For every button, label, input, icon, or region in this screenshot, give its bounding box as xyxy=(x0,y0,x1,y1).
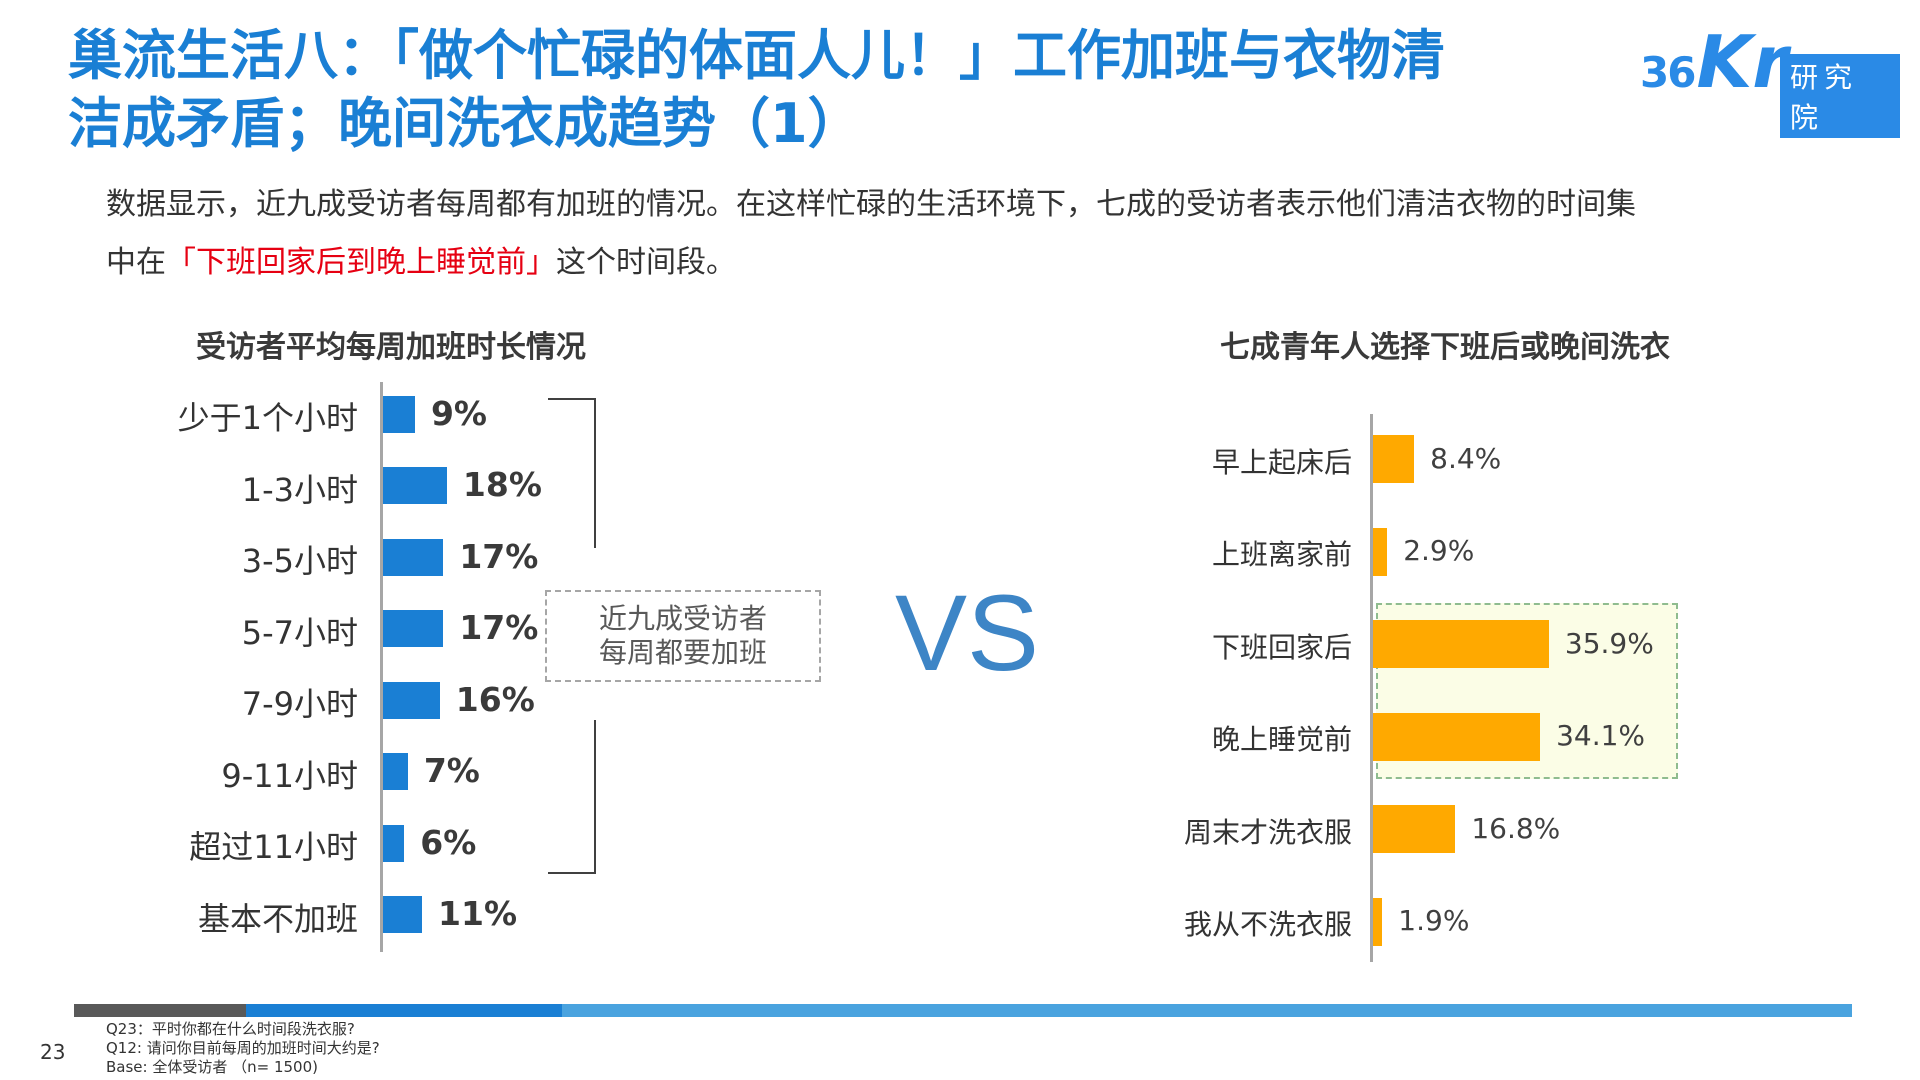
intro-highlight: 「下班回家后到晚上睡觉前」 xyxy=(166,245,556,280)
chart-axis xyxy=(1370,414,1373,962)
bar xyxy=(1373,527,1388,576)
callout-box: 近九成受访者 每周都要加班 xyxy=(545,590,821,682)
intro-line2-pre: 中在 xyxy=(106,245,166,280)
left-chart-title: 受访者平均每周加班时长情况 xyxy=(196,330,586,365)
bar xyxy=(383,395,415,433)
category-label: 我从不洗衣服 xyxy=(1183,908,1352,942)
category-label: 基本不加班 xyxy=(197,899,358,938)
logo-brand: Kr xyxy=(1696,20,1788,104)
category-label: 少于1个小时 xyxy=(177,399,358,438)
footer-bar-segment xyxy=(246,1004,562,1017)
intro-line2-post: 这个时间段。 xyxy=(556,245,736,280)
bar xyxy=(383,538,444,576)
category-label: 7-9小时 xyxy=(241,685,358,724)
logo-number: 36 xyxy=(1640,48,1696,97)
intro-line2: 中在「下班回家后到晚上睡觉前」这个时间段。 xyxy=(106,234,1806,292)
value-label: 1.9% xyxy=(1398,904,1470,938)
value-label: 8.4% xyxy=(1430,441,1502,475)
callout-line2: 每周都要加班 xyxy=(598,636,767,669)
value-label: 2.9% xyxy=(1403,534,1475,568)
footnote-q23: Q23：平时你都在什么时间段洗衣服? xyxy=(106,1020,355,1038)
bar xyxy=(1373,620,1549,668)
category-label: 1-3小时 xyxy=(241,470,358,509)
intro-line1: 数据显示，近九成受访者每周都有加班的情况。在这样忙碌的生活环境下，七成的受访者表… xyxy=(106,187,1636,222)
page-title-line1: 巢流生活八：「做个忙碌的体面人儿！」工作加班与衣物清 xyxy=(68,24,1445,87)
value-label: 11% xyxy=(438,894,518,934)
value-label: 16% xyxy=(455,679,535,719)
page-number: 23 xyxy=(40,1040,66,1064)
logo-wordmark: 36Kr xyxy=(1640,20,1788,104)
category-label: 周末才洗衣服 xyxy=(1183,815,1352,849)
category-label: 早上起床后 xyxy=(1211,445,1352,479)
bar xyxy=(1373,712,1541,761)
footer-bar-segment xyxy=(562,1004,1852,1017)
intro-text: 数据显示，近九成受访者每周都有加班的情况。在这样忙碌的生活环境下，七成的受访者表… xyxy=(106,176,1806,292)
bar xyxy=(383,467,447,504)
bar xyxy=(383,681,440,719)
bar xyxy=(383,610,444,647)
value-label: 34.1% xyxy=(1556,719,1646,753)
right-chart-title: 七成青年人选择下班后或晚间洗衣 xyxy=(1220,330,1670,365)
logo-36kr-research: 36Kr 研究院 xyxy=(1640,14,1900,138)
category-label: 9-11小时 xyxy=(221,756,358,795)
page-title-line2: 洁成矛盾；晚间洗衣成趋势（1） xyxy=(68,92,862,155)
bar xyxy=(1373,805,1456,853)
value-label: 6% xyxy=(420,822,477,862)
bracket-top xyxy=(548,398,596,548)
page-title: 巢流生活八：「做个忙碌的体面人儿！」工作加班与衣物清 洁成矛盾；晚间洗衣成趋势（… xyxy=(68,22,1568,158)
bar xyxy=(1373,435,1415,483)
bar xyxy=(383,753,408,790)
footnote-base: Base: 全体受访者 （n= 1500) xyxy=(106,1058,318,1076)
callout-line1: 近九成受访者 xyxy=(598,602,767,635)
vs-text: VS xyxy=(895,572,1040,693)
category-label: 上班离家前 xyxy=(1211,538,1352,572)
bar xyxy=(1373,897,1383,946)
logo-tag: 研究院 xyxy=(1780,54,1900,138)
value-label: 17% xyxy=(459,608,539,648)
value-label: 18% xyxy=(462,465,542,505)
value-label: 16.8% xyxy=(1471,811,1561,845)
value-label: 9% xyxy=(430,393,487,433)
category-label: 5-7小时 xyxy=(241,613,358,652)
value-label: 17% xyxy=(459,536,539,576)
bar xyxy=(383,896,423,933)
category-label: 晚上睡觉前 xyxy=(1211,723,1352,757)
value-label: 35.9% xyxy=(1564,626,1654,660)
value-label: 7% xyxy=(423,751,480,791)
category-label: 超过11小时 xyxy=(189,828,358,867)
bracket-bottom xyxy=(548,720,596,874)
bar xyxy=(383,824,405,862)
chart-axis xyxy=(380,382,383,952)
footnote-q12: Q12: 请问你目前每周的加班时间大约是? xyxy=(106,1039,380,1057)
category-label: 下班回家后 xyxy=(1211,630,1352,664)
category-label: 3-5小时 xyxy=(241,542,358,581)
footer-bar-segment xyxy=(74,1004,246,1017)
footnotes: Q23：平时你都在什么时间段洗衣服? Q12: 请问你目前每周的加班时间大约是?… xyxy=(106,1020,380,1077)
